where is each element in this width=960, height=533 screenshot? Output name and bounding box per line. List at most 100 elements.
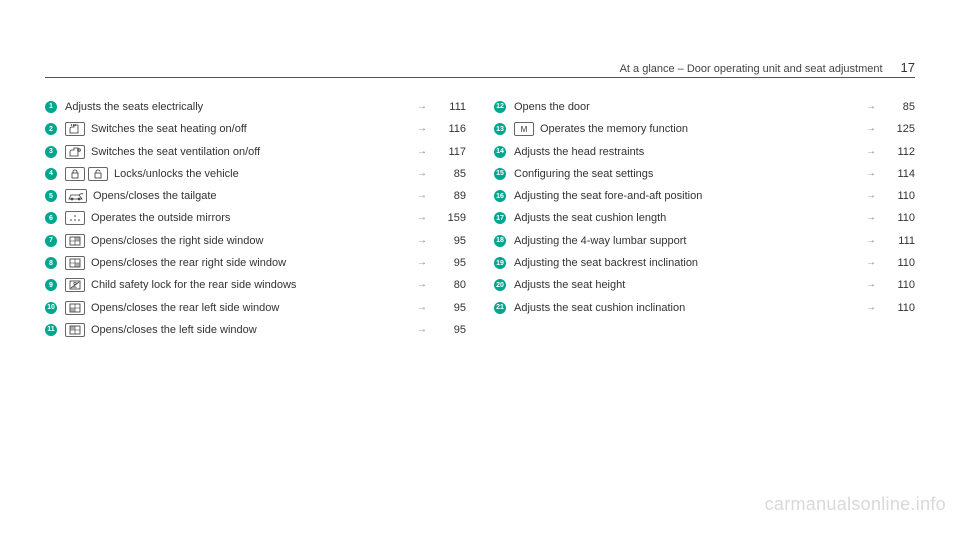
- page-ref-arrow-icon: →: [861, 256, 881, 269]
- page-reference: 95: [432, 256, 466, 270]
- win-l-icon: [65, 323, 85, 337]
- page-ref-arrow-icon: →: [861, 122, 881, 135]
- callout-number-badge: 11: [45, 324, 57, 336]
- page-header: At a glance – Door operating unit and se…: [45, 60, 915, 78]
- callout-number-badge: 2: [45, 123, 57, 135]
- item-description: Adjusting the seat backrest inclination: [514, 256, 861, 270]
- page-ref-arrow-icon: →: [861, 100, 881, 113]
- description-wrap: Locks/unlocks the vehicle: [65, 167, 412, 181]
- list-item: 9 Child safety lock for the rear side win…: [45, 274, 466, 296]
- callout-number-badge: 21: [494, 302, 506, 314]
- description-wrap: Adjusts the seats electrically: [65, 100, 412, 114]
- page-ref-arrow-icon: →: [861, 234, 881, 247]
- icon-group: [65, 167, 108, 181]
- page-ref-arrow-icon: →: [412, 100, 432, 113]
- list-item: 16Adjusting the seat fore-and-aft positi…: [494, 185, 915, 207]
- page-reference: 89: [432, 189, 466, 203]
- description-wrap: Opens/closes the left side window: [65, 323, 412, 337]
- content-columns: 1Adjusts the seats electrically→1112Swit…: [45, 96, 915, 341]
- description-wrap: MOperates the memory function: [514, 122, 861, 136]
- header-page-number: 17: [901, 60, 915, 75]
- watermark: carmanualsonline.info: [765, 494, 946, 515]
- item-description: Opens/closes the right side window: [91, 234, 412, 248]
- callout-number-badge: 10: [45, 302, 57, 314]
- list-item: 2 Switches the seat heating on/off→116: [45, 118, 466, 140]
- description-wrap: Switches the seat heating on/off: [65, 122, 412, 136]
- description-wrap: Configuring the seat settings: [514, 167, 861, 181]
- description-wrap: Opens/closes the right side window: [65, 234, 412, 248]
- description-wrap: Opens/closes the tailgate: [65, 189, 412, 203]
- page-reference: 110: [881, 211, 915, 225]
- page-reference: 85: [432, 167, 466, 181]
- description-wrap: Switches the seat ventilation on/off: [65, 145, 412, 159]
- callout-number-badge: 18: [494, 235, 506, 247]
- page-reference: 116: [432, 122, 466, 136]
- description-wrap: Adjusts the head restraints: [514, 145, 861, 159]
- right-column: 12Opens the door→8513MOperates the memor…: [494, 96, 915, 341]
- item-description: Operates the memory function: [540, 122, 861, 136]
- item-description: Opens the door: [514, 100, 861, 114]
- page-ref-arrow-icon: →: [861, 145, 881, 158]
- page-reference: 95: [432, 323, 466, 337]
- callout-number-badge: 9: [45, 279, 57, 291]
- callout-number-badge: 19: [494, 257, 506, 269]
- win-rl-icon: [65, 301, 85, 315]
- page-reference: 110: [881, 189, 915, 203]
- page-ref-arrow-icon: →: [861, 167, 881, 180]
- callout-number-badge: 3: [45, 146, 57, 158]
- item-description: Opens/closes the left side window: [91, 323, 412, 337]
- unlock-icon: [88, 167, 108, 181]
- item-description: Adjusts the seat cushion length: [514, 211, 861, 225]
- item-description: Child safety lock for the rear side wind…: [91, 278, 412, 292]
- page-ref-arrow-icon: →: [412, 256, 432, 269]
- callout-number-badge: 13: [494, 123, 506, 135]
- item-description: Adjusting the seat fore-and-aft position: [514, 189, 861, 203]
- list-item: 14Adjusts the head restraints→112: [494, 141, 915, 163]
- callout-number-badge: 15: [494, 168, 506, 180]
- page-reference: 80: [432, 278, 466, 292]
- item-description: Configuring the seat settings: [514, 167, 861, 181]
- list-item: 1Adjusts the seats electrically→111: [45, 96, 466, 118]
- page-reference: 110: [881, 278, 915, 292]
- header-title: At a glance – Door operating unit and se…: [620, 63, 883, 75]
- description-wrap: Adjusts the seat height: [514, 278, 861, 292]
- page-reference: 159: [432, 211, 466, 225]
- list-item: 5Opens/closes the tailgate→89: [45, 185, 466, 207]
- page-reference: 110: [881, 256, 915, 270]
- heat-icon: [65, 122, 85, 136]
- page-ref-arrow-icon: →: [412, 122, 432, 135]
- description-wrap: Adjusts the seat cushion inclination: [514, 301, 861, 315]
- item-description: Adjusts the seats electrically: [65, 100, 412, 114]
- callout-number-badge: 1: [45, 101, 57, 113]
- item-description: Opens/closes the rear right side window: [91, 256, 412, 270]
- page-ref-arrow-icon: →: [412, 278, 432, 291]
- callout-number-badge: 5: [45, 190, 57, 202]
- list-item: 13 MOperates the memory function→125: [494, 118, 915, 140]
- list-item: 11Opens/closes the left side window→95: [45, 319, 466, 341]
- item-description: Opens/closes the tailgate: [93, 189, 412, 203]
- item-description: Adjusting the 4-way lumbar support: [514, 234, 861, 248]
- page-ref-arrow-icon: →: [412, 301, 432, 314]
- callout-number-badge: 4: [45, 168, 57, 180]
- item-description: Switches the seat ventilation on/off: [91, 145, 412, 159]
- page-reference: 117: [432, 145, 466, 159]
- list-item: 17Adjusts the seat cushion length→110: [494, 207, 915, 229]
- description-wrap: Opens/closes the rear left side window: [65, 301, 412, 315]
- page-reference: 95: [432, 301, 466, 315]
- page-reference: 125: [881, 122, 915, 136]
- callout-number-badge: 20: [494, 279, 506, 291]
- lock-icon: [65, 167, 85, 181]
- description-wrap: Operates the outside mirrors: [65, 211, 412, 225]
- item-description: Switches the seat heating on/off: [91, 122, 412, 136]
- callout-number-badge: 17: [494, 212, 506, 224]
- list-item: 20Adjusts the seat height→110: [494, 274, 915, 296]
- page-ref-arrow-icon: →: [861, 189, 881, 202]
- callout-number-badge: 7: [45, 235, 57, 247]
- page-reference: 114: [881, 167, 915, 181]
- left-column: 1Adjusts the seats electrically→1112Swit…: [45, 96, 466, 341]
- item-description: Adjusts the seat height: [514, 278, 861, 292]
- callout-number-badge: 12: [494, 101, 506, 113]
- description-wrap: Adjusting the seat backrest inclination: [514, 256, 861, 270]
- description-wrap: Adjusts the seat cushion length: [514, 211, 861, 225]
- list-item: 3Switches the seat ventilation on/off→11…: [45, 141, 466, 163]
